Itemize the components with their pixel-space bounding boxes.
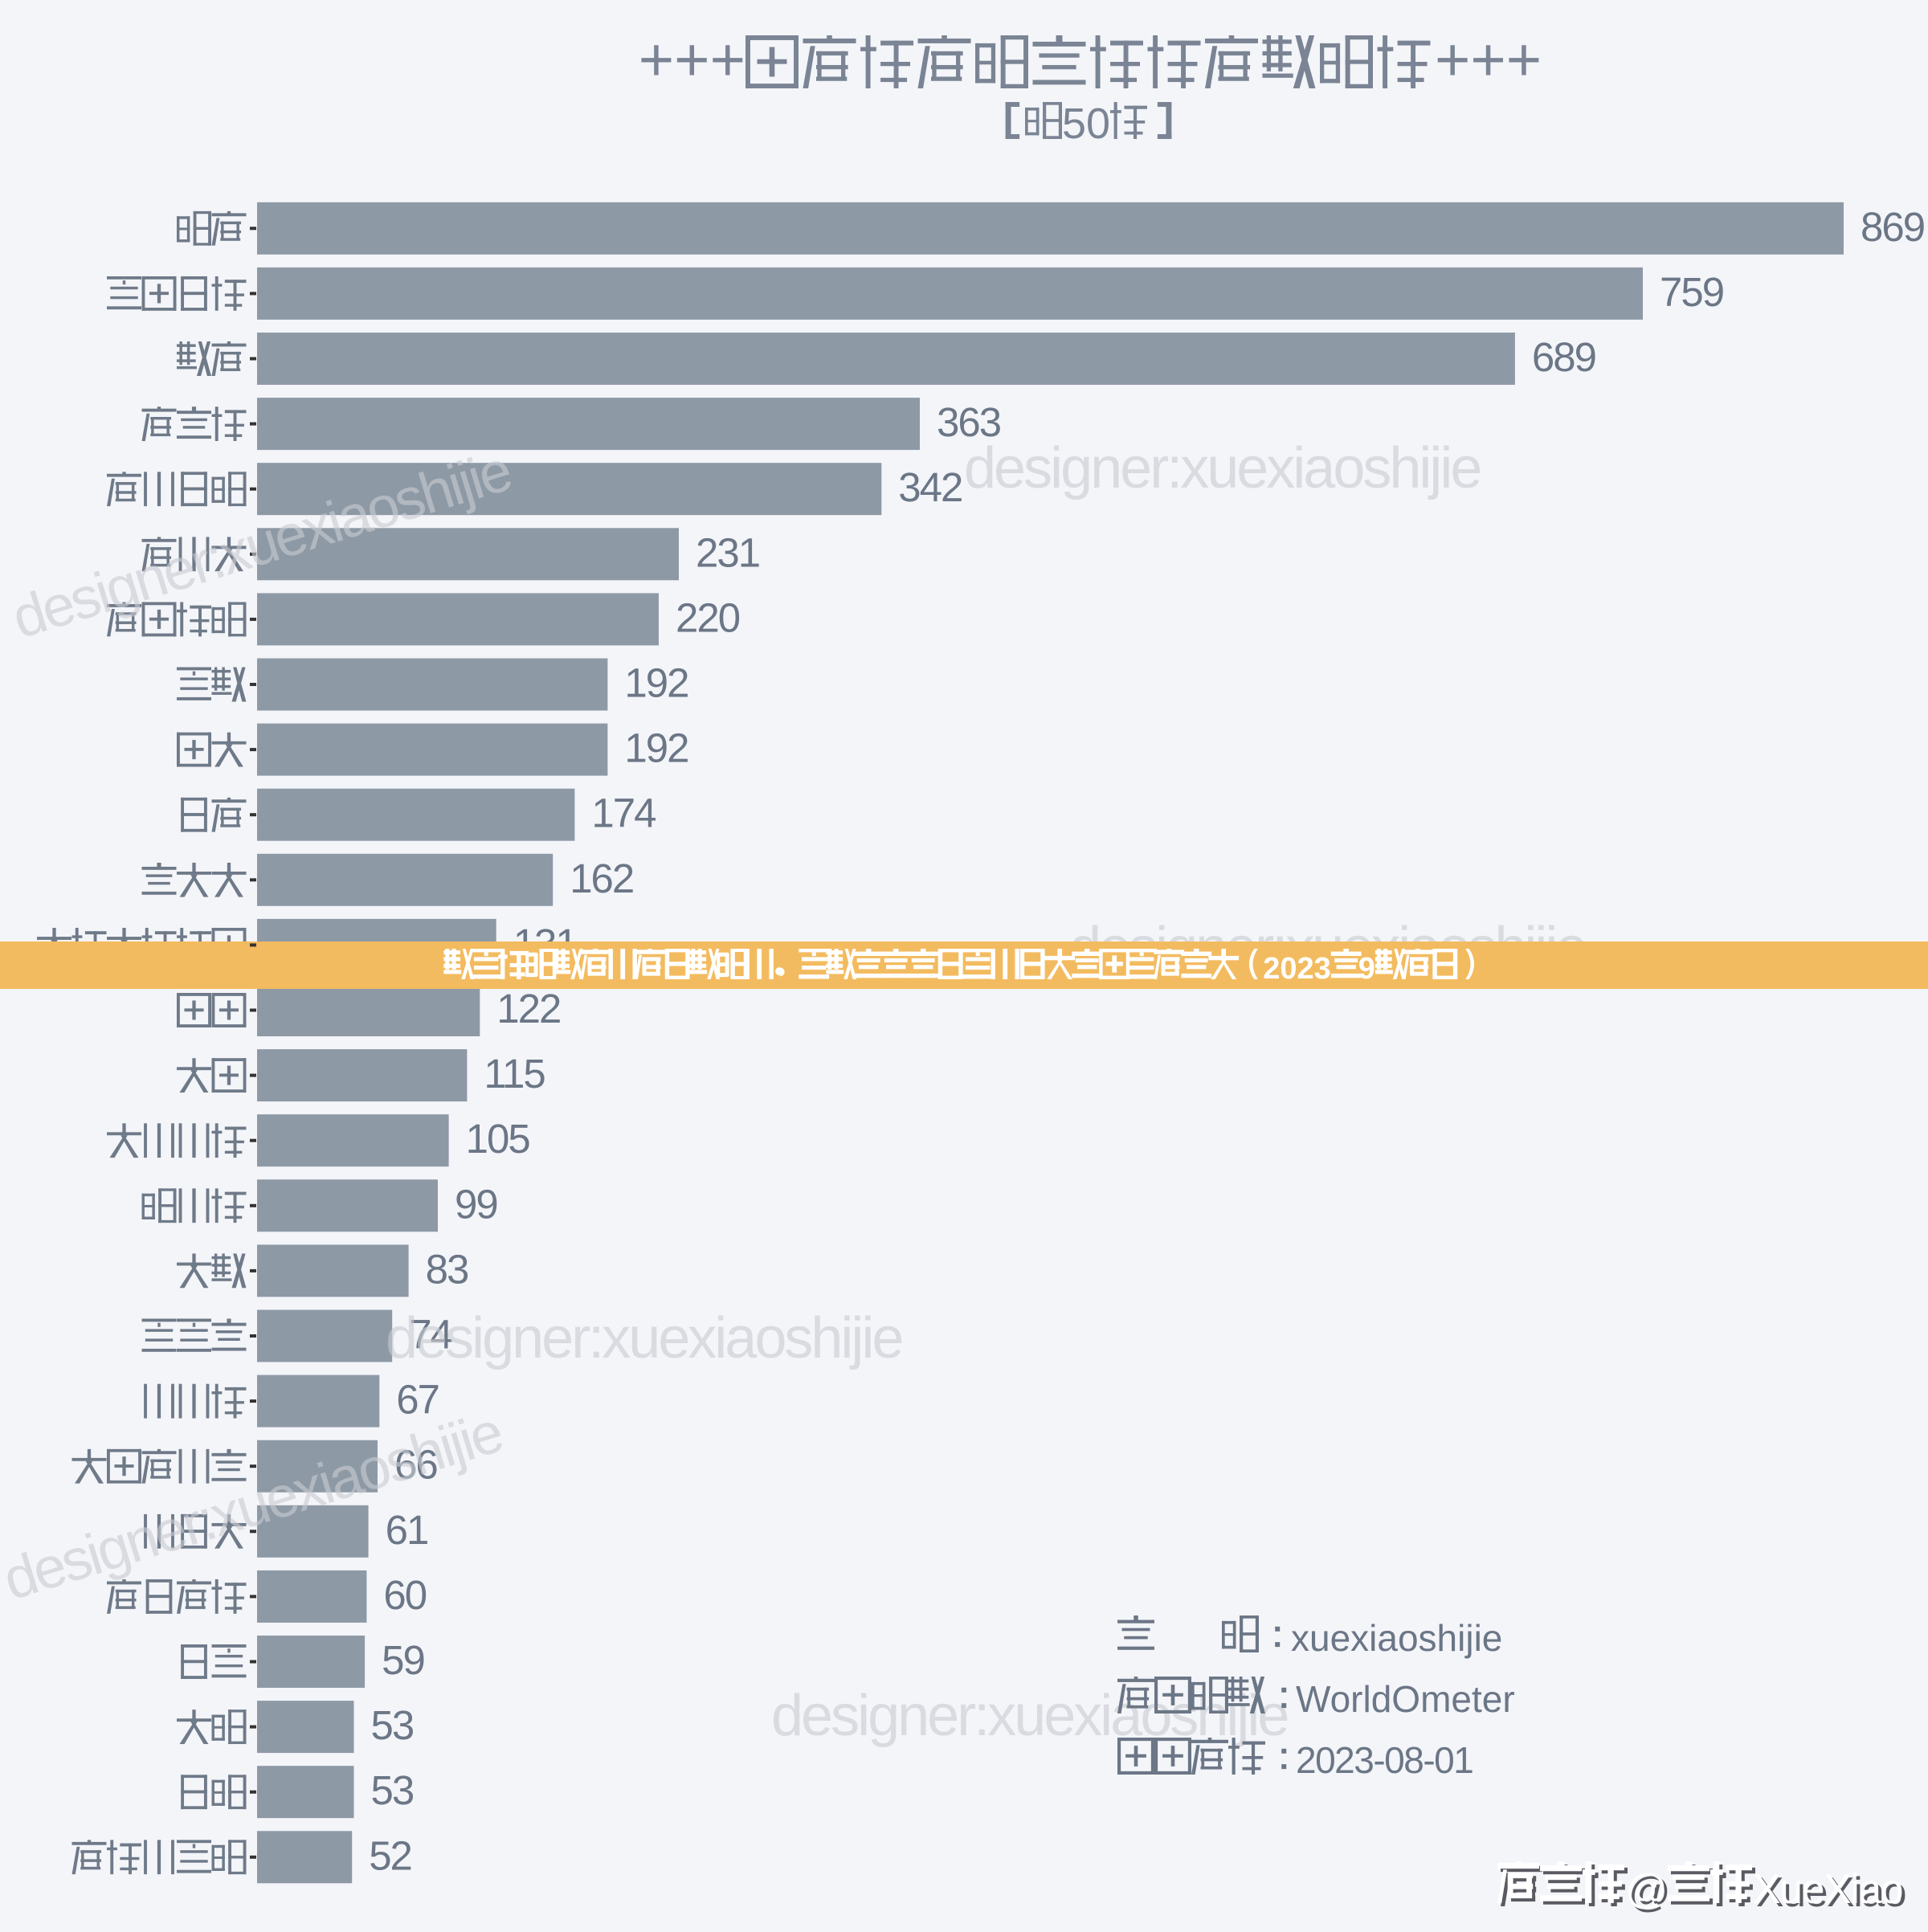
svg-text:@: @ xyxy=(1625,1866,1668,1913)
svg-text:XueXiao: XueXiao xyxy=(1753,1866,1902,1913)
svg-text:74: 74 xyxy=(409,1312,451,1358)
svg-text:99: 99 xyxy=(455,1181,497,1227)
svg-text:+++: +++ xyxy=(1435,26,1542,94)
svg-text:66: 66 xyxy=(394,1442,437,1488)
svg-text:231: 231 xyxy=(696,529,759,575)
svg-text:122: 122 xyxy=(496,986,560,1031)
svg-text:9: 9 xyxy=(1358,952,1375,986)
svg-text:115: 115 xyxy=(484,1051,545,1097)
svg-text:60: 60 xyxy=(383,1572,426,1618)
svg-text:XueXiao: XueXiao xyxy=(1756,1869,1906,1916)
svg-text:174: 174 xyxy=(591,790,656,836)
svg-text:xuexiaoshijie: xuexiaoshijie xyxy=(1291,1617,1502,1659)
svg-text:689: 689 xyxy=(1532,334,1595,380)
svg-text:162: 162 xyxy=(570,856,633,901)
svg-text:2023: 2023 xyxy=(1263,952,1331,986)
svg-text:50: 50 xyxy=(1062,100,1110,148)
svg-text:192: 192 xyxy=(624,660,688,706)
svg-text:342: 342 xyxy=(898,464,962,510)
svg-text:105: 105 xyxy=(466,1116,530,1162)
svg-text:61: 61 xyxy=(386,1507,428,1553)
svg-text:869: 869 xyxy=(1861,204,1924,250)
svg-text:WorldOmeter: WorldOmeter xyxy=(1296,1678,1515,1720)
svg-text:53: 53 xyxy=(371,1767,414,1813)
svg-text:53: 53 xyxy=(371,1702,414,1748)
svg-text:83: 83 xyxy=(426,1246,468,1292)
svg-text:52: 52 xyxy=(369,1832,411,1878)
svg-text:220: 220 xyxy=(676,594,740,640)
svg-text:363: 363 xyxy=(937,399,1001,445)
svg-text:designer:xuexiaoshijie: designer:xuexiaoshijie xyxy=(964,436,1480,500)
svg-text:2023-08-01: 2023-08-01 xyxy=(1296,1739,1473,1781)
svg-text:59: 59 xyxy=(382,1637,424,1683)
svg-text:759: 759 xyxy=(1660,269,1723,315)
svg-text:+++: +++ xyxy=(639,26,745,94)
svg-text:@: @ xyxy=(1628,1869,1671,1916)
svg-text:67: 67 xyxy=(396,1377,439,1423)
svg-text:192: 192 xyxy=(624,725,688,771)
svg-text:designer:xuexiaoshijie: designer:xuexiaoshijie xyxy=(386,1306,901,1370)
